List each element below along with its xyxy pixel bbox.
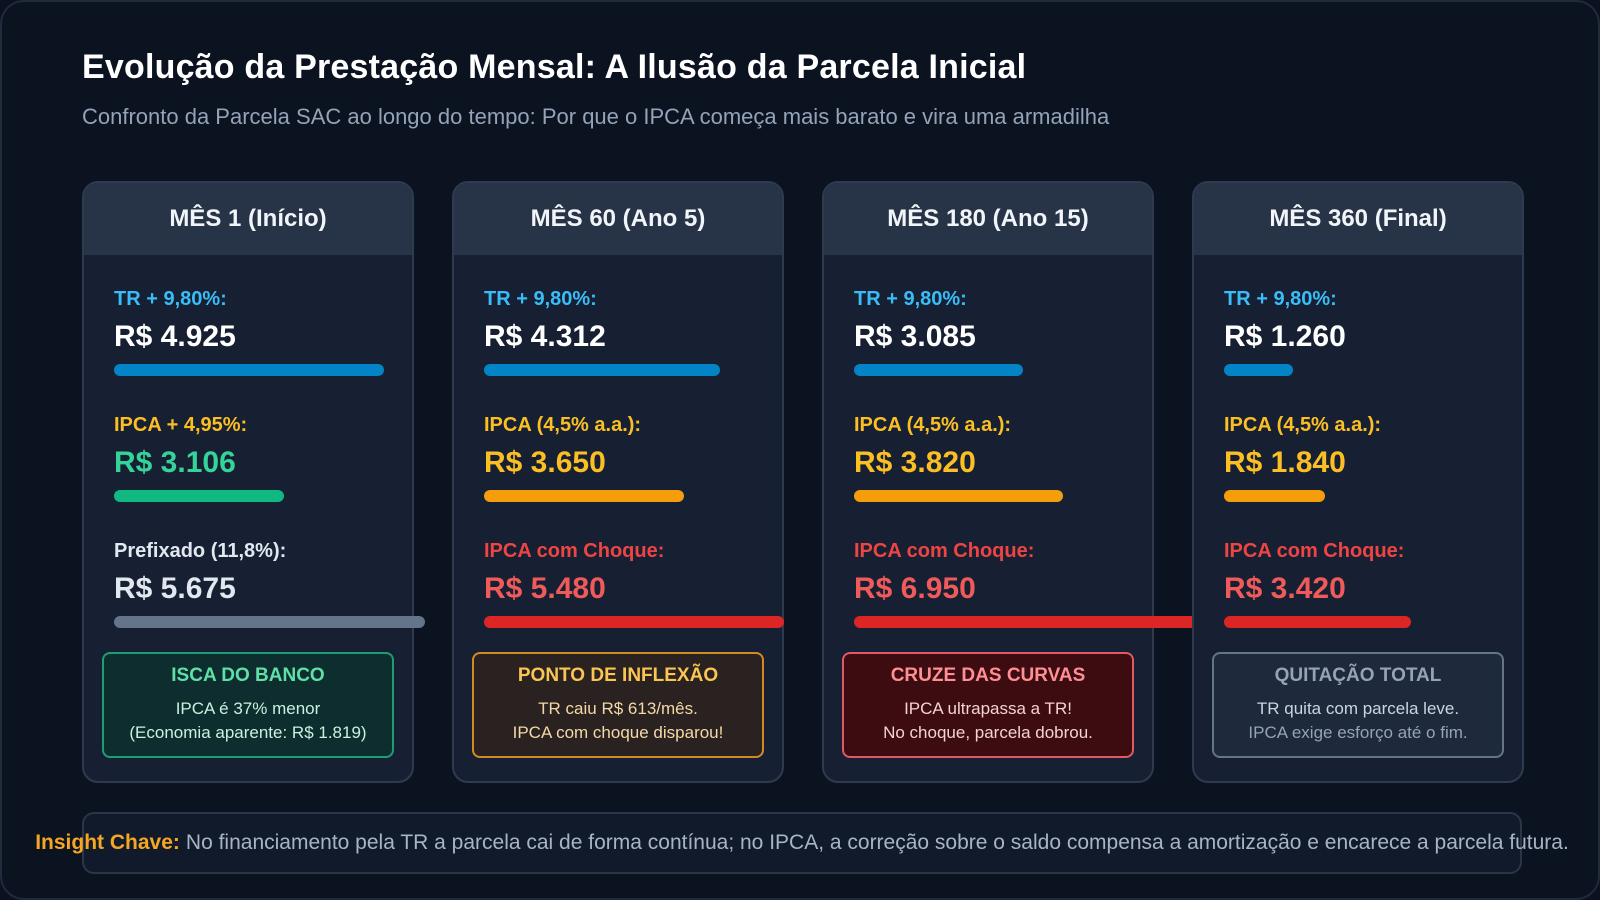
metric-block: TR + 9,80%: R$ 3.085 [854, 287, 1154, 376]
value-bar [114, 616, 425, 628]
period-card: MÊS 60 (Ano 5) TR + 9,80%: R$ 4.312 IPCA (4… [452, 181, 784, 783]
badge-line: IPCA exige esforço até o fim. [1248, 723, 1468, 742]
period-card: MÊS 360 (Final) TR + 9,80%: R$ 1.260 IPCA (… [1192, 181, 1524, 783]
metric-value: R$ 6.950 [854, 572, 976, 605]
metric-value: R$ 5.480 [484, 572, 606, 605]
badge-line: TR caiu R$ 613/mês. [538, 699, 698, 718]
metric-value: R$ 1.840 [1224, 446, 1346, 479]
card-header: MÊS 60 (Ano 5) [454, 183, 782, 255]
badge-line: TR quita com parcela leve. [1256, 699, 1460, 718]
metric-label: TR + 9,80%: [854, 288, 967, 310]
period-card: MÊS 1 (Início) TR + 9,80%: R$ 4.925 IPCA + … [82, 181, 425, 783]
bar-track [854, 616, 1235, 628]
bar-track [114, 364, 384, 376]
metric-block: IPCA (4,5% a.a.): R$ 3.650 [484, 413, 784, 502]
badge-line: IPCA ultrapassa a TR! [904, 699, 1072, 718]
badge-line: IPCA é 37% menor [175, 699, 321, 718]
metric-label: TR + 9,80%: [1224, 288, 1337, 310]
value-bar [114, 364, 384, 376]
bar-track [484, 616, 784, 628]
metric-value: R$ 3.650 [484, 446, 606, 479]
metric-label: Prefixado (11,8%): [114, 540, 287, 562]
bar-track [114, 616, 425, 628]
metric-value: R$ 3.106 [114, 446, 236, 479]
metric-label: IPCA (4,5% a.a.): [484, 414, 642, 436]
value-bar [1224, 616, 1411, 628]
badge-line: IPCA com choque disparou! [512, 723, 724, 742]
metric-value: R$ 4.925 [114, 320, 236, 353]
value-bar [484, 616, 784, 628]
bar-track [854, 490, 1124, 502]
page-subtitle: Confronto da Parcela SAC ao longo do tem… [82, 104, 1110, 129]
value-bar [854, 490, 1063, 502]
metric-block: IPCA (4,5% a.a.): R$ 3.820 [854, 413, 1154, 502]
metric-value: R$ 3.085 [854, 320, 976, 353]
metric-value: R$ 4.312 [484, 320, 606, 353]
metric-label: TR + 9,80%: [114, 288, 227, 310]
metric-value: R$ 3.420 [1224, 572, 1346, 605]
value-bar [854, 616, 1235, 628]
badge-title: CRUZE DAS CURVAS [890, 665, 1086, 686]
value-bar [484, 490, 684, 502]
metric-block: Prefixado (11,8%): R$ 5.675 [114, 539, 425, 628]
badge-line: (Economia aparente: R$ 1.819) [129, 723, 367, 742]
metric-label: TR + 9,80%: [484, 288, 597, 310]
badge-line: No choque, parcela dobrou. [883, 723, 1093, 742]
bar-track [1224, 616, 1494, 628]
metric-block: IPCA + 4,95%: R$ 3.106 [114, 413, 414, 502]
metric-label: IPCA (4,5% a.a.): [1224, 414, 1382, 436]
metric-block: IPCA com Choque: R$ 6.950 [854, 539, 1235, 628]
bar-track [1224, 364, 1494, 376]
metric-block: IPCA com Choque: R$ 5.480 [484, 539, 784, 628]
value-bar [1224, 490, 1325, 502]
badge-title: ISCA DO BANCO [171, 665, 325, 686]
metric-value: R$ 3.820 [854, 446, 976, 479]
badge-title: PONTO DE INFLEXÃO [517, 665, 719, 686]
metric-label: IPCA (4,5% a.a.): [854, 414, 1012, 436]
metric-value: R$ 1.260 [1224, 320, 1346, 353]
insight-text: No financiamento pela TR a parcela cai d… [185, 831, 1569, 854]
metric-block: IPCA com Choque: R$ 3.420 [1224, 539, 1524, 628]
insight-badge: QUITAÇÃO TOTAL TR quita com parcela leve.… [1212, 652, 1504, 758]
bar-track [1224, 490, 1494, 502]
value-bar [1224, 364, 1293, 376]
metric-block: IPCA (4,5% a.a.): R$ 1.840 [1224, 413, 1524, 502]
metric-label: IPCA com Choque: [1224, 540, 1405, 562]
value-bar [114, 490, 284, 502]
insight-box: Insight Chave: No financiamento pela TR … [35, 812, 1569, 874]
bar-track [484, 490, 754, 502]
page-title: Evolução da Prestação Mensal: A Ilusão d… [82, 48, 1027, 86]
badge-title: QUITAÇÃO TOTAL [1274, 665, 1442, 686]
value-bar [484, 364, 720, 376]
metric-label: IPCA com Choque: [484, 540, 665, 562]
metric-block: TR + 9,80%: R$ 4.312 [484, 287, 784, 376]
metric-block: TR + 9,80%: R$ 4.925 [114, 287, 414, 376]
metric-label: IPCA + 4,95%: [114, 414, 248, 436]
bar-track [484, 364, 754, 376]
period-card: MÊS 180 (Ano 15) TR + 9,80%: R$ 3.085 IPCA … [822, 181, 1235, 783]
bar-track [854, 364, 1124, 376]
insight-badge: PONTO DE INFLEXÃO TR caiu R$ 613/mês. IPCA… [472, 652, 764, 758]
card-header: MÊS 1 (Início) [84, 183, 412, 255]
insight-badge: ISCA DO BANCO IPCA é 37% menor (Economia a… [102, 652, 394, 758]
card-header: MÊS 360 (Final) [1194, 183, 1522, 255]
metric-label: IPCA com Choque: [854, 540, 1035, 562]
metric-block: TR + 9,80%: R$ 1.260 [1224, 287, 1524, 376]
insight-key: Insight Chave: [35, 831, 180, 854]
metric-value: R$ 5.675 [114, 572, 236, 605]
insight-badge: CRUZE DAS CURVAS IPCA ultrapassa a TR! No … [842, 652, 1134, 758]
card-header: MÊS 180 (Ano 15) [824, 183, 1152, 255]
bar-track [114, 490, 384, 502]
value-bar [854, 364, 1023, 376]
